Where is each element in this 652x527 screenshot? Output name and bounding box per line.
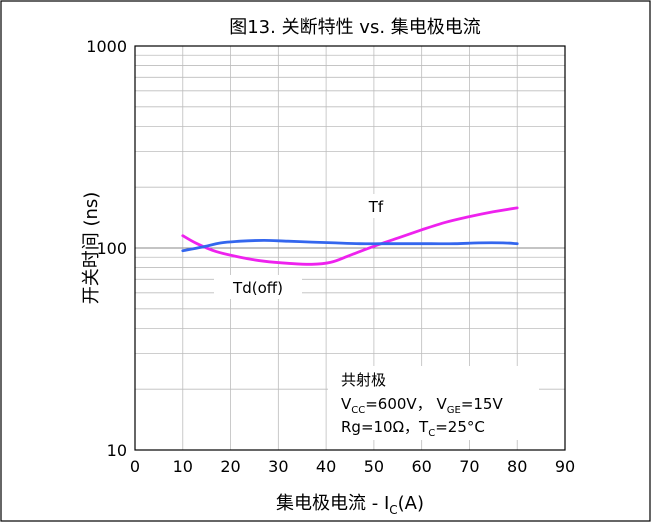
annotation-line-3: Rg=10Ω，TC=25°C (341, 418, 485, 439)
annotation-line-2: VCC=600V， VGE=15V (341, 395, 503, 416)
x-tick-label: 50 (364, 457, 384, 476)
y-tick-label: 100 (96, 239, 127, 258)
x-axis-label-main: 集电极电流 - I (276, 493, 389, 514)
x-tick-label: 60 (411, 457, 431, 476)
x-axis-label-sub: C (389, 503, 397, 517)
x-tick-label: 20 (220, 457, 240, 476)
x-tick-label: 80 (507, 457, 527, 476)
annotation-rg-tc: Rg=10Ω，T (341, 418, 429, 436)
label-tf-background (356, 194, 396, 218)
annotation-line-1: 共射极 (341, 371, 386, 389)
series-line-tf (181, 206, 519, 266)
y-tick-label: 10 (107, 441, 127, 460)
series-label-tdoff: Td(off) (232, 279, 283, 297)
annotation-line-1-text: 共射极 (341, 371, 386, 389)
series-line-tdoff (181, 239, 519, 253)
chart-title: 图13. 关断特性 vs. 集电极电流 (229, 17, 481, 38)
x-tick-label: 70 (459, 457, 479, 476)
x-axis-label: 集电极电流 - IC(A) (276, 493, 424, 517)
x-tick-label: 40 (316, 457, 336, 476)
annotation-tc-value: =25°C (435, 418, 485, 436)
x-tick-label: 30 (268, 457, 288, 476)
x-tick-label: 0 (130, 457, 140, 476)
conditions-annotation: 共射极 VCC=600V， VGE=15V Rg=10Ω，TC=25°C (328, 366, 539, 440)
y-tick-label: 1000 (86, 37, 127, 56)
annotation-background (328, 366, 539, 440)
y-axis-label: 开关时间 (ns) (81, 192, 102, 305)
annotation-vcc-value: =600V， V (365, 395, 447, 413)
series-lines (181, 206, 519, 266)
annotation-vge-sub: GE (447, 405, 461, 416)
annotation-tc-sub: C (428, 428, 435, 439)
series-label-tf: Tf (368, 198, 384, 216)
label-tdoff-background (214, 275, 302, 299)
annotation-vcc-sub: CC (351, 405, 365, 416)
x-tick-label: 10 (173, 457, 193, 476)
x-tick-label: 90 (555, 457, 575, 476)
annotation-vcc-v: V (341, 395, 352, 413)
x-axis-label-suffix: (A) (398, 493, 424, 514)
annotation-vge-value: =15V (461, 395, 504, 413)
plot-area-border (134, 45, 566, 451)
